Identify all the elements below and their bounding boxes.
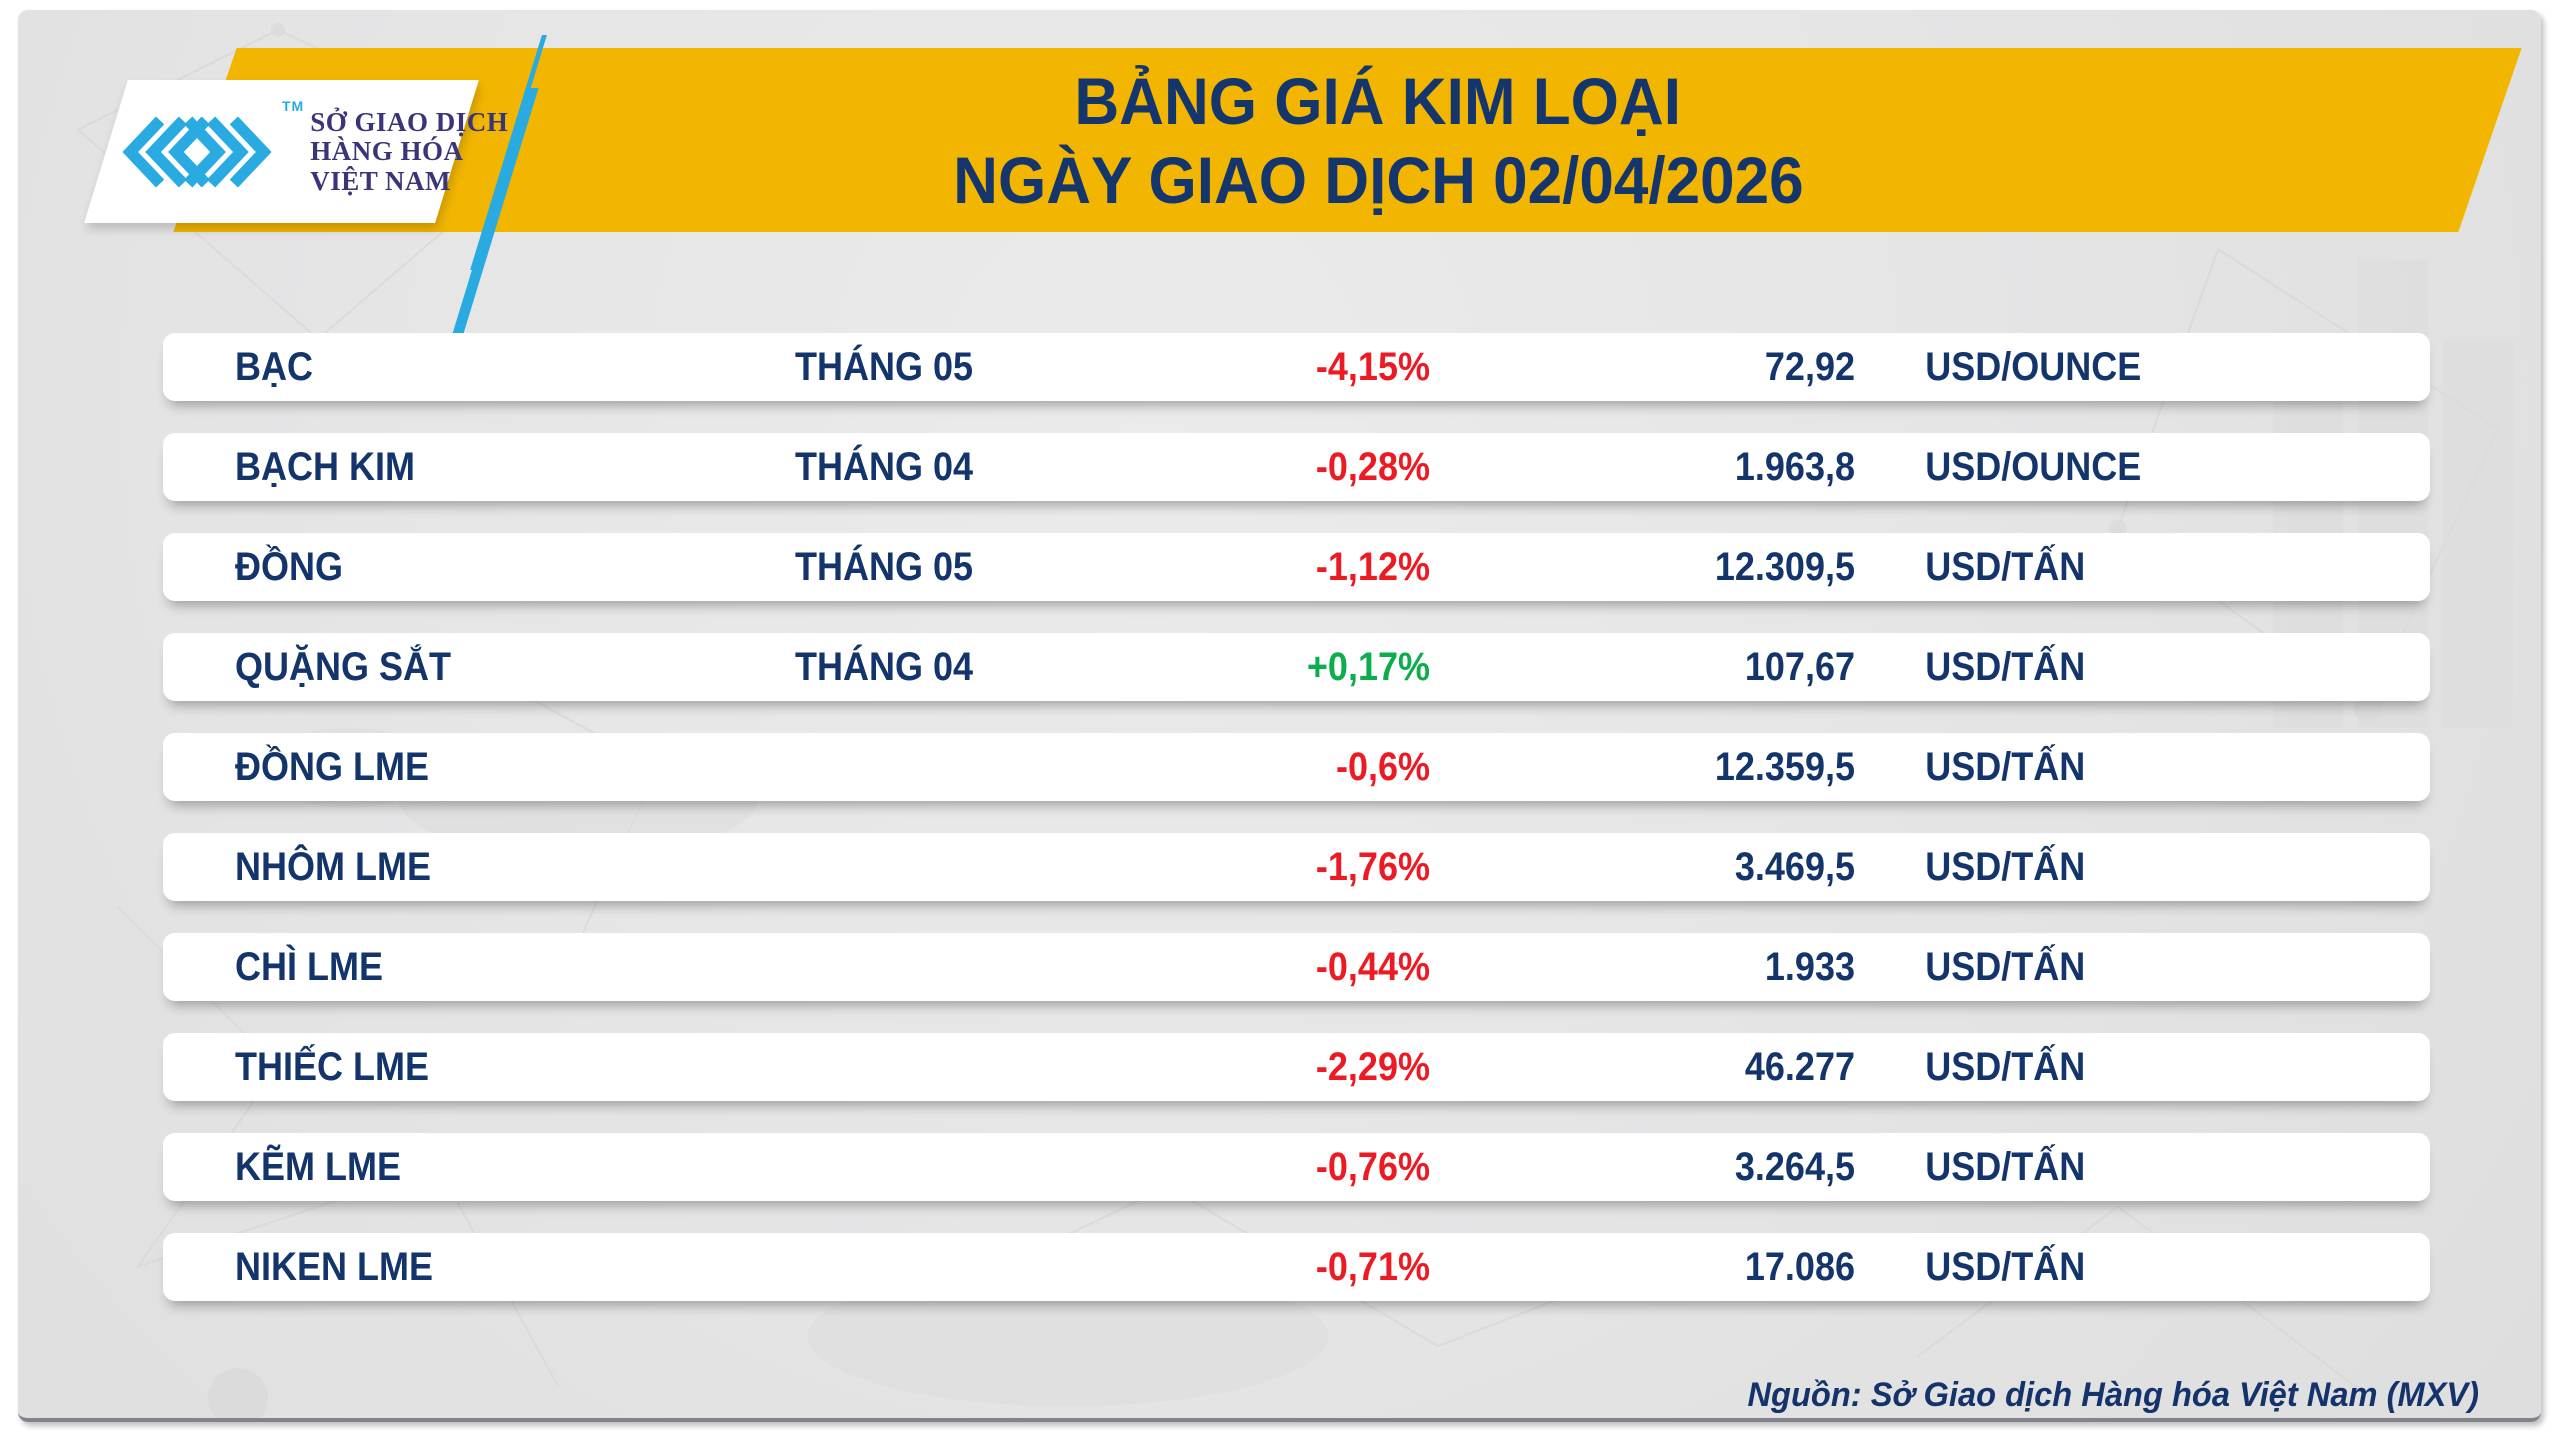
- price-unit: USD/TẤN: [1925, 844, 2086, 889]
- mxv-logo: TM SỞ GIAO DỊCH HÀNG HÓA VIỆT NAM: [118, 92, 508, 212]
- table-row: ĐỒNG THÁNG 05 -1,12% 12.309,5 USD/TẤN: [163, 533, 2430, 601]
- change-percent: -0,28%: [1315, 444, 1430, 489]
- title-line-2: NGÀY GIAO DỊCH 02/04/2026: [952, 143, 1804, 217]
- price-value: 46.277: [1744, 1044, 1855, 1089]
- commodity-name: KẼM LME: [235, 1144, 401, 1189]
- source-attribution: Nguồn: Sở Giao dịch Hàng hóa Việt Nam (M…: [1747, 1376, 2479, 1414]
- change-percent: +0,17%: [1306, 644, 1430, 689]
- mxv-logo-mark-icon: [122, 116, 272, 188]
- price-value: 72,92: [1764, 344, 1855, 389]
- page-title: BẢNG GIÁ KIM LOẠI NGÀY GIAO DỊCH 02/04/2…: [358, 50, 2398, 232]
- commodity-name: QUẶNG SẮT: [235, 644, 451, 689]
- price-value: 17.086: [1744, 1244, 1855, 1289]
- table-row: QUẶNG SẮT THÁNG 04 +0,17% 107,67 USD/TẤN: [163, 633, 2430, 701]
- price-unit: USD/OUNCE: [1925, 344, 2142, 389]
- change-percent: -0,44%: [1315, 944, 1430, 989]
- price-unit: USD/TẤN: [1925, 944, 2086, 989]
- commodity-name: ĐỒNG: [235, 544, 343, 589]
- logo-org-line-3: VIỆT NAM: [310, 165, 451, 196]
- table-row: BẠCH KIM THÁNG 04 -0,28% 1.963,8 USD/OUN…: [163, 433, 2430, 501]
- commodity-name: BẠCH KIM: [235, 444, 415, 489]
- change-percent: -1,12%: [1315, 544, 1430, 589]
- commodity-name: ĐỒNG LME: [235, 744, 429, 789]
- change-percent: -0,76%: [1315, 1144, 1430, 1189]
- price-value: 1.963,8: [1734, 444, 1855, 489]
- logo-org-name: SỞ GIAO DỊCH HÀNG HÓA VIỆT NAM: [310, 107, 509, 196]
- price-unit: USD/TẤN: [1925, 644, 2086, 689]
- trademark-symbol: TM: [282, 98, 305, 114]
- price-unit: USD/TẤN: [1925, 744, 2086, 789]
- contract-month: THÁNG 04: [795, 644, 974, 689]
- change-percent: -0,6%: [1335, 744, 1430, 789]
- price-value: 107,67: [1744, 644, 1855, 689]
- price-unit: USD/TẤN: [1925, 544, 2086, 589]
- table-row: NIKEN LME -0,71% 17.086 USD/TẤN: [163, 1233, 2430, 1301]
- price-unit: USD/TẤN: [1925, 1244, 2086, 1289]
- commodity-name: THIẾC LME: [235, 1044, 429, 1089]
- table-row: ĐỒNG LME -0,6% 12.359,5 USD/TẤN: [163, 733, 2430, 801]
- price-unit: USD/OUNCE: [1925, 444, 2142, 489]
- price-value: 1.933: [1764, 944, 1855, 989]
- table-row: NHÔM LME -1,76% 3.469,5 USD/TẤN: [163, 833, 2430, 901]
- change-percent: -4,15%: [1315, 344, 1430, 389]
- background-panel: BẢNG GIÁ KIM LOẠI NGÀY GIAO DỊCH 02/04/2…: [18, 10, 2541, 1422]
- change-percent: -0,71%: [1315, 1244, 1430, 1289]
- table-row: CHÌ LME -0,44% 1.933 USD/TẤN: [163, 933, 2430, 1001]
- commodity-name: NHÔM LME: [235, 844, 431, 889]
- change-percent: -1,76%: [1315, 844, 1430, 889]
- table-row: BẠC THÁNG 05 -4,15% 72,92 USD/OUNCE: [163, 333, 2430, 401]
- logo-org-line-1: SỞ GIAO DỊCH: [310, 107, 509, 138]
- price-unit: USD/TẤN: [1925, 1044, 2086, 1089]
- contract-month: THÁNG 05: [795, 544, 974, 589]
- price-value: 12.359,5: [1714, 744, 1855, 789]
- table-row: THIẾC LME -2,29% 46.277 USD/TẤN: [163, 1033, 2430, 1101]
- price-value: 3.264,5: [1734, 1144, 1855, 1189]
- commodity-name: NIKEN LME: [235, 1244, 433, 1289]
- price-value: 3.469,5: [1734, 844, 1855, 889]
- contract-month: THÁNG 05: [795, 344, 974, 389]
- title-line-1: BẢNG GIÁ KIM LOẠI: [1074, 63, 1682, 138]
- price-table: BẠC THÁNG 05 -4,15% 72,92 USD/OUNCE BẠCH…: [163, 333, 2430, 1301]
- contract-month: THÁNG 04: [795, 444, 974, 489]
- commodity-name: BẠC: [235, 344, 314, 389]
- change-percent: -2,29%: [1315, 1044, 1430, 1089]
- price-unit: USD/TẤN: [1925, 1144, 2086, 1189]
- logo-org-line-2: HÀNG HÓA: [310, 136, 464, 167]
- commodity-name: CHÌ LME: [235, 944, 383, 989]
- price-value: 12.309,5: [1714, 544, 1855, 589]
- table-row: KẼM LME -0,76% 3.264,5 USD/TẤN: [163, 1133, 2430, 1201]
